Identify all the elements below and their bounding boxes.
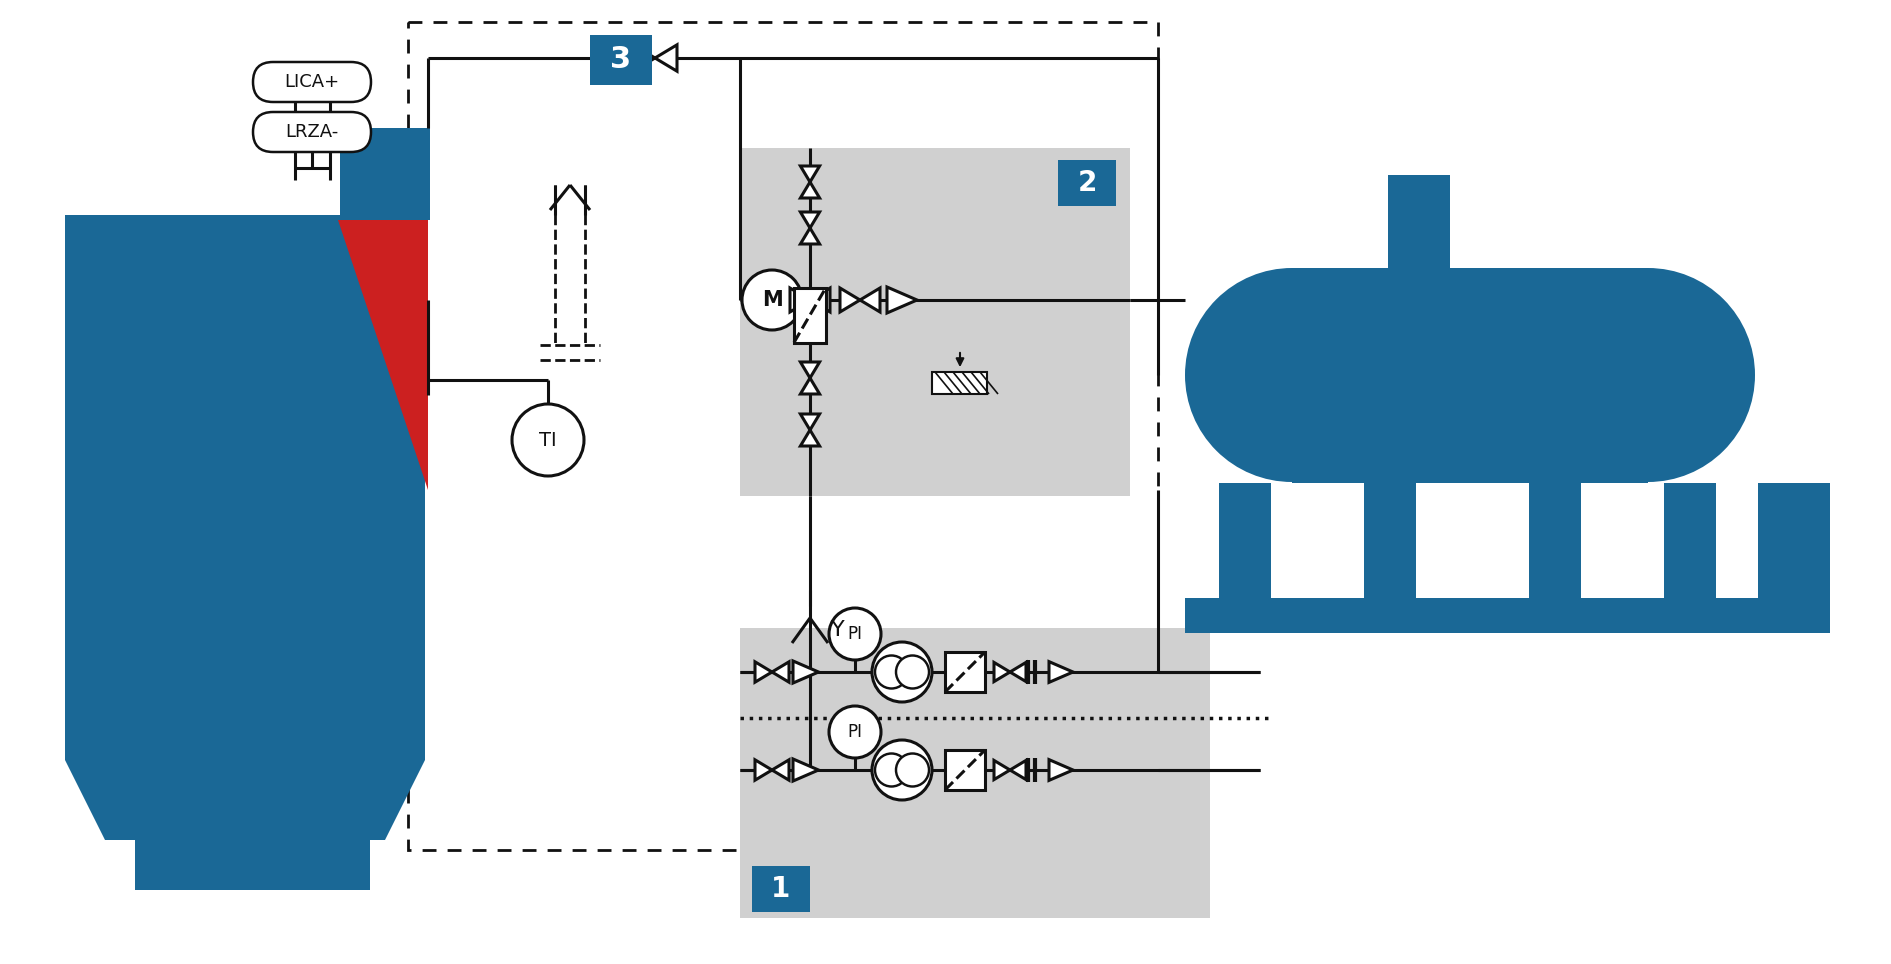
Bar bbox=[946, 750, 985, 790]
Polygon shape bbox=[1050, 760, 1072, 781]
Circle shape bbox=[741, 270, 802, 330]
Circle shape bbox=[876, 754, 908, 787]
Circle shape bbox=[896, 656, 928, 688]
Circle shape bbox=[512, 404, 584, 476]
Polygon shape bbox=[340, 128, 429, 220]
Bar bbox=[932, 372, 987, 394]
Bar bbox=[408, 22, 1157, 850]
Bar bbox=[946, 652, 985, 692]
Polygon shape bbox=[1010, 662, 1027, 682]
Polygon shape bbox=[800, 228, 819, 244]
Polygon shape bbox=[1530, 483, 1581, 613]
Polygon shape bbox=[633, 44, 654, 71]
Polygon shape bbox=[598, 44, 620, 71]
FancyBboxPatch shape bbox=[253, 62, 371, 102]
Circle shape bbox=[896, 754, 928, 787]
Polygon shape bbox=[134, 840, 371, 890]
Polygon shape bbox=[1664, 483, 1715, 613]
Polygon shape bbox=[1050, 661, 1072, 683]
Bar bbox=[739, 148, 1131, 496]
Bar bbox=[753, 866, 809, 912]
Bar bbox=[794, 287, 826, 342]
Text: PI: PI bbox=[847, 723, 862, 741]
Polygon shape bbox=[338, 220, 427, 490]
Polygon shape bbox=[792, 661, 819, 683]
Circle shape bbox=[876, 656, 908, 688]
Text: 2: 2 bbox=[1078, 169, 1097, 197]
Polygon shape bbox=[1759, 598, 1830, 633]
Polygon shape bbox=[800, 430, 819, 446]
Polygon shape bbox=[995, 662, 1010, 682]
Polygon shape bbox=[1363, 483, 1416, 613]
Polygon shape bbox=[790, 288, 809, 312]
Polygon shape bbox=[887, 287, 917, 313]
Polygon shape bbox=[800, 166, 819, 182]
Text: 1: 1 bbox=[772, 875, 790, 903]
Polygon shape bbox=[1220, 483, 1271, 613]
Circle shape bbox=[872, 740, 932, 800]
Polygon shape bbox=[1292, 268, 1647, 483]
Text: TI: TI bbox=[539, 431, 556, 449]
Text: LICA+: LICA+ bbox=[284, 73, 340, 91]
Text: LRZA-: LRZA- bbox=[286, 123, 338, 141]
Text: M: M bbox=[762, 290, 783, 310]
Polygon shape bbox=[800, 362, 819, 378]
FancyBboxPatch shape bbox=[253, 112, 371, 152]
Bar bbox=[1057, 160, 1116, 206]
Polygon shape bbox=[772, 760, 789, 780]
Text: Y: Y bbox=[832, 620, 845, 640]
Circle shape bbox=[872, 642, 932, 702]
Polygon shape bbox=[1010, 761, 1027, 780]
Polygon shape bbox=[64, 760, 425, 840]
Polygon shape bbox=[860, 288, 879, 312]
Polygon shape bbox=[1759, 483, 1830, 598]
Polygon shape bbox=[772, 662, 789, 683]
Polygon shape bbox=[1388, 175, 1450, 268]
Polygon shape bbox=[755, 662, 772, 683]
Polygon shape bbox=[800, 378, 819, 394]
Text: PI: PI bbox=[847, 625, 862, 643]
Circle shape bbox=[1541, 268, 1755, 482]
Polygon shape bbox=[755, 760, 772, 780]
Polygon shape bbox=[654, 44, 677, 71]
Bar bbox=[590, 35, 652, 85]
Polygon shape bbox=[809, 288, 830, 312]
Polygon shape bbox=[800, 212, 819, 228]
Polygon shape bbox=[800, 182, 819, 198]
Bar bbox=[739, 628, 1210, 918]
Polygon shape bbox=[620, 44, 643, 71]
Circle shape bbox=[1186, 268, 1399, 482]
Polygon shape bbox=[840, 288, 860, 312]
Circle shape bbox=[828, 706, 881, 758]
Polygon shape bbox=[800, 414, 819, 430]
Polygon shape bbox=[64, 215, 425, 760]
Circle shape bbox=[828, 608, 881, 660]
Text: 3: 3 bbox=[611, 45, 632, 74]
Polygon shape bbox=[792, 759, 819, 781]
Polygon shape bbox=[1186, 598, 1761, 633]
Polygon shape bbox=[995, 761, 1010, 780]
